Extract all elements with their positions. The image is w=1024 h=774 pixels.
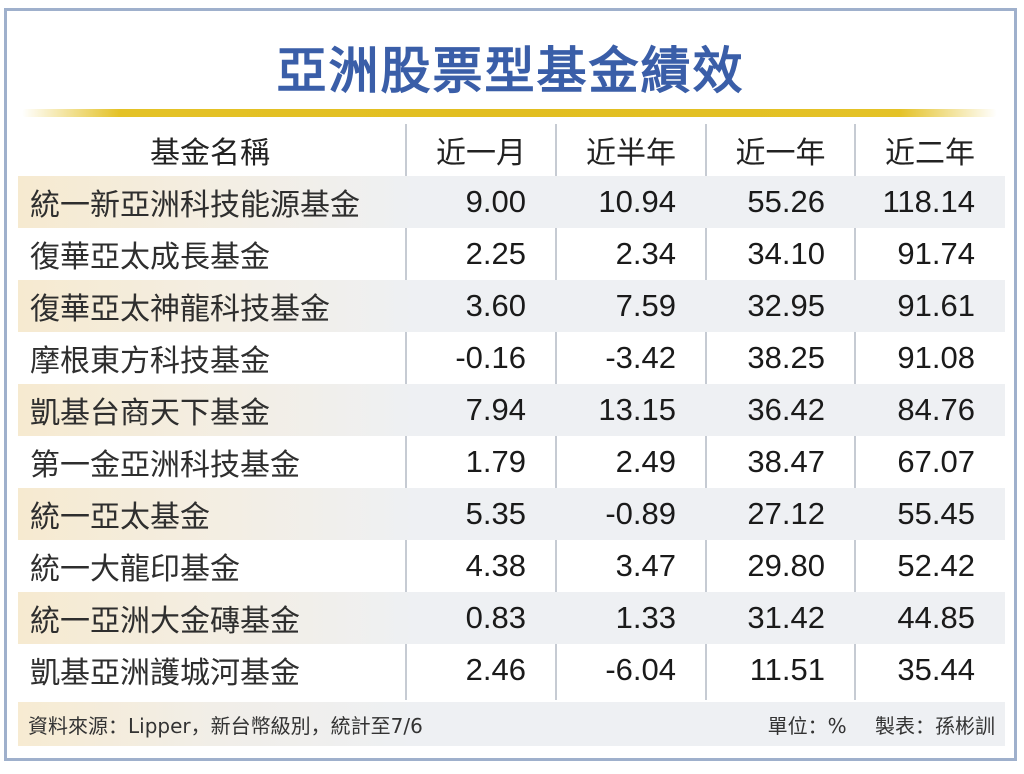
return-6-months: -6.04 <box>605 652 676 687</box>
return-2-years: 91.08 <box>897 340 975 375</box>
return-6-months: 2.34 <box>615 236 676 271</box>
table-row: 第一金亞洲科技基金 1.79 2.49 38.47 67.07 <box>18 436 1005 488</box>
fund-name: 摩根東方科技基金 <box>30 344 270 379</box>
table-row: 凱基亞洲護城河基金 2.46 -6.04 11.51 35.44 <box>18 644 1005 696</box>
title-divider <box>22 109 997 117</box>
return-2-years: 91.61 <box>897 288 975 323</box>
return-6-months: -3.42 <box>605 340 676 375</box>
table-row: 復華亞太成長基金 2.25 2.34 34.10 91.74 <box>18 228 1005 280</box>
return-1-year: 27.12 <box>747 496 825 531</box>
return-2-years: 35.44 <box>897 652 975 687</box>
return-2-years: 67.07 <box>897 444 975 479</box>
return-6-months: 10.94 <box>598 184 676 219</box>
data-source-note: 資料來源：Lipper，新台幣級別，統計至7/6 <box>28 713 423 738</box>
header-6-months: 近半年 <box>586 136 676 171</box>
return-1-year: 29.80 <box>747 548 825 583</box>
table-row: 凱基台商天下基金 7.94 13.15 36.42 84.76 <box>18 384 1005 436</box>
table-header-row: 基金名稱 近一月 近半年 近一年 近二年 <box>14 124 1005 176</box>
return-2-years: 118.14 <box>882 184 975 219</box>
return-1-month: 5.35 <box>465 496 526 531</box>
return-6-months: 13.15 <box>598 392 676 427</box>
unit-label: 單位：% <box>767 713 847 738</box>
return-1-year: 34.10 <box>747 236 825 271</box>
fund-name: 凱基亞洲護城河基金 <box>30 656 300 691</box>
header-1-month: 近一月 <box>436 136 526 171</box>
fund-performance-table: 基金名稱 近一月 近半年 近一年 近二年 統一新亞洲科技能源基金 9.00 10… <box>14 124 1005 696</box>
table-row: 統一新亞洲科技能源基金 9.00 10.94 55.26 118.14 <box>18 176 1005 228</box>
return-1-month: 0.83 <box>465 600 526 635</box>
author-credit: 製表：孫彬訓 <box>875 713 995 738</box>
table-row: 復華亞太神龍科技基金 3.60 7.59 32.95 91.61 <box>18 280 1005 332</box>
return-1-month: 7.94 <box>465 392 526 427</box>
return-6-months: -0.89 <box>605 496 676 531</box>
return-1-month: -0.16 <box>455 340 526 375</box>
fund-name: 統一亞太基金 <box>30 500 210 535</box>
return-2-years: 91.74 <box>897 236 975 271</box>
header-fund-name: 基金名稱 <box>150 136 270 171</box>
return-6-months: 2.49 <box>615 444 676 479</box>
header-2-years: 近二年 <box>885 136 975 171</box>
return-2-years: 44.85 <box>897 600 975 635</box>
fund-name: 統一新亞洲科技能源基金 <box>30 188 360 223</box>
return-1-year: 32.95 <box>747 288 825 323</box>
fund-name: 復華亞太神龍科技基金 <box>30 292 330 327</box>
fund-name: 統一大龍印基金 <box>30 552 240 587</box>
table-row: 統一亞洲大金磚基金 0.83 1.33 31.42 44.85 <box>18 592 1005 644</box>
return-1-year: 38.47 <box>747 444 825 479</box>
return-1-month: 9.00 <box>465 184 526 219</box>
return-1-month: 1.79 <box>465 444 526 479</box>
footer-right: 單位：% 製表：孫彬訓 <box>746 710 995 739</box>
table-row: 摩根東方科技基金 -0.16 -3.42 38.25 91.08 <box>18 332 1005 384</box>
return-1-year: 55.26 <box>747 184 825 219</box>
return-1-month: 2.46 <box>465 652 526 687</box>
page-title: 亞洲股票型基金績效 <box>276 42 745 100</box>
return-1-month: 2.25 <box>465 236 526 271</box>
return-6-months: 3.47 <box>615 548 676 583</box>
return-1-year: 11.51 <box>749 652 825 687</box>
return-6-months: 1.33 <box>615 600 676 635</box>
return-1-month: 3.60 <box>465 288 526 323</box>
fund-name: 復華亞太成長基金 <box>30 240 270 275</box>
return-2-years: 52.42 <box>897 548 975 583</box>
return-1-year: 31.42 <box>747 600 825 635</box>
fund-name: 統一亞洲大金磚基金 <box>30 604 300 639</box>
table-row: 統一亞太基金 5.35 -0.89 27.12 55.45 <box>18 488 1005 540</box>
return-2-years: 84.76 <box>897 392 975 427</box>
fund-name: 凱基台商天下基金 <box>30 396 270 431</box>
return-1-year: 36.42 <box>747 392 825 427</box>
table-footer: 資料來源：Lipper，新台幣級別，統計至7/6 單位：% 製表：孫彬訓 <box>18 702 1005 746</box>
return-6-months: 7.59 <box>615 288 676 323</box>
table-row: 統一大龍印基金 4.38 3.47 29.80 52.42 <box>18 540 1005 592</box>
return-2-years: 55.45 <box>897 496 975 531</box>
fund-name: 第一金亞洲科技基金 <box>30 448 300 483</box>
return-1-month: 4.38 <box>465 548 526 583</box>
return-1-year: 38.25 <box>747 340 825 375</box>
header-1-year: 近一年 <box>735 136 826 171</box>
